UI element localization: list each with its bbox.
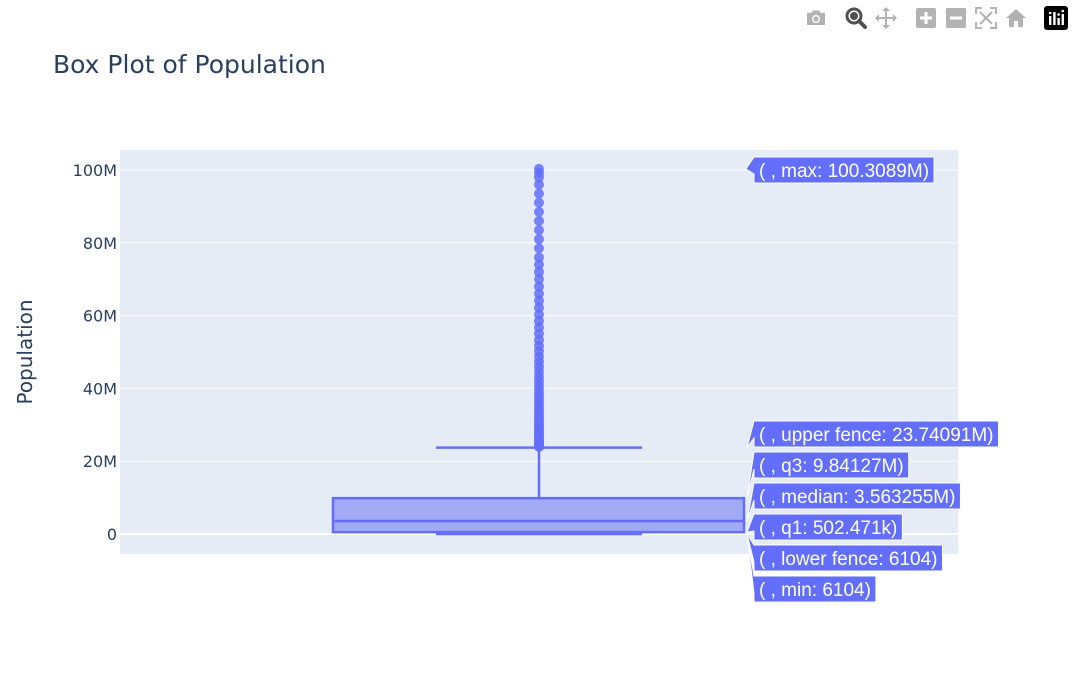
- outlier-point: [534, 288, 544, 299]
- outlier-point: [534, 206, 544, 217]
- hover-label-box: [746, 451, 910, 499]
- outlier-point: [534, 302, 544, 313]
- outlier-point: [534, 225, 544, 236]
- plotly-logo-icon[interactable]: [1041, 4, 1071, 32]
- hover-label-text: ( , min: 6104): [759, 580, 871, 601]
- zoom-out-icon[interactable]: [941, 4, 971, 32]
- outlier-point: [534, 234, 544, 245]
- outlier-point: [534, 274, 544, 285]
- y-tick-label: 20M: [83, 452, 117, 471]
- hover-label-q1: ( , q1: 502.471k): [746, 513, 903, 541]
- pan-icon[interactable]: [871, 4, 901, 32]
- hover-label-box: [746, 533, 943, 572]
- outlier-point: [534, 309, 544, 320]
- hover-label-min: ( , min: 6104): [746, 533, 877, 603]
- y-tick-label: 0: [107, 525, 117, 544]
- hover-label-q3: ( , q3: 9.84127M): [746, 451, 910, 499]
- hover-label-text: ( , q3: 9.84127M): [759, 456, 904, 477]
- outlier-point: [534, 163, 544, 174]
- hover-label-box: [746, 482, 961, 522]
- outlier-points[interactable]: [534, 163, 544, 452]
- outlier-point: [534, 188, 544, 199]
- zoom-icon[interactable]: [841, 4, 871, 32]
- hover-label-text: ( , median: 3.563255M): [759, 487, 955, 508]
- hover-label-text: ( , q1: 502.471k): [759, 518, 897, 539]
- outlier-point: [534, 252, 544, 263]
- y-tick-label: 40M: [83, 379, 117, 398]
- hover-label-box: [746, 420, 999, 448]
- outlier-point: [534, 266, 544, 277]
- hover-label-max: ( , max: 100.3089M): [745, 156, 935, 184]
- hover-label-median: ( , median: 3.563255M): [746, 482, 961, 522]
- hover-label-text: ( , lower fence: 6104): [759, 549, 937, 570]
- y-axis-label: Population: [13, 299, 37, 404]
- zoom-in-icon[interactable]: [911, 4, 941, 32]
- outlier-point: [534, 295, 544, 306]
- outlier-point: [534, 215, 544, 226]
- outlier-point: [534, 259, 544, 270]
- hover-label-box: [745, 156, 935, 184]
- outlier-point: [534, 243, 544, 254]
- hover-label-box: [746, 533, 877, 603]
- chart-title: Box Plot of Population: [53, 50, 326, 79]
- outlier-point: [534, 179, 544, 190]
- y-tick-label: 60M: [83, 307, 117, 326]
- y-tick-label: 100M: [73, 161, 117, 180]
- hover-label-text: ( , upper fence: 23.74091M): [759, 425, 993, 446]
- iqr-box: [331, 496, 746, 534]
- hover-label-box: [746, 513, 903, 541]
- box-trace[interactable]: [331, 446, 746, 536]
- camera-icon[interactable]: [801, 4, 831, 32]
- hover-labels: ( , max: 100.3089M) ( , upper fence: 23.7…: [745, 156, 999, 603]
- y-axis-ticks: 0 20M 40M 60M 80M 100M: [73, 161, 117, 544]
- outlier-point: [534, 197, 544, 208]
- hover-label-text: ( , max: 100.3089M): [759, 161, 929, 182]
- outlier-point: [534, 281, 544, 292]
- y-tick-label: 80M: [83, 234, 117, 253]
- reset-axes-icon[interactable]: [1001, 4, 1031, 32]
- hover-label-upper-fence: ( , upper fence: 23.74091M): [746, 420, 999, 448]
- autoscale-icon[interactable]: [971, 4, 1001, 32]
- hover-label-lower-fence: ( , lower fence: 6104): [746, 533, 943, 572]
- modebar: [801, 4, 1071, 32]
